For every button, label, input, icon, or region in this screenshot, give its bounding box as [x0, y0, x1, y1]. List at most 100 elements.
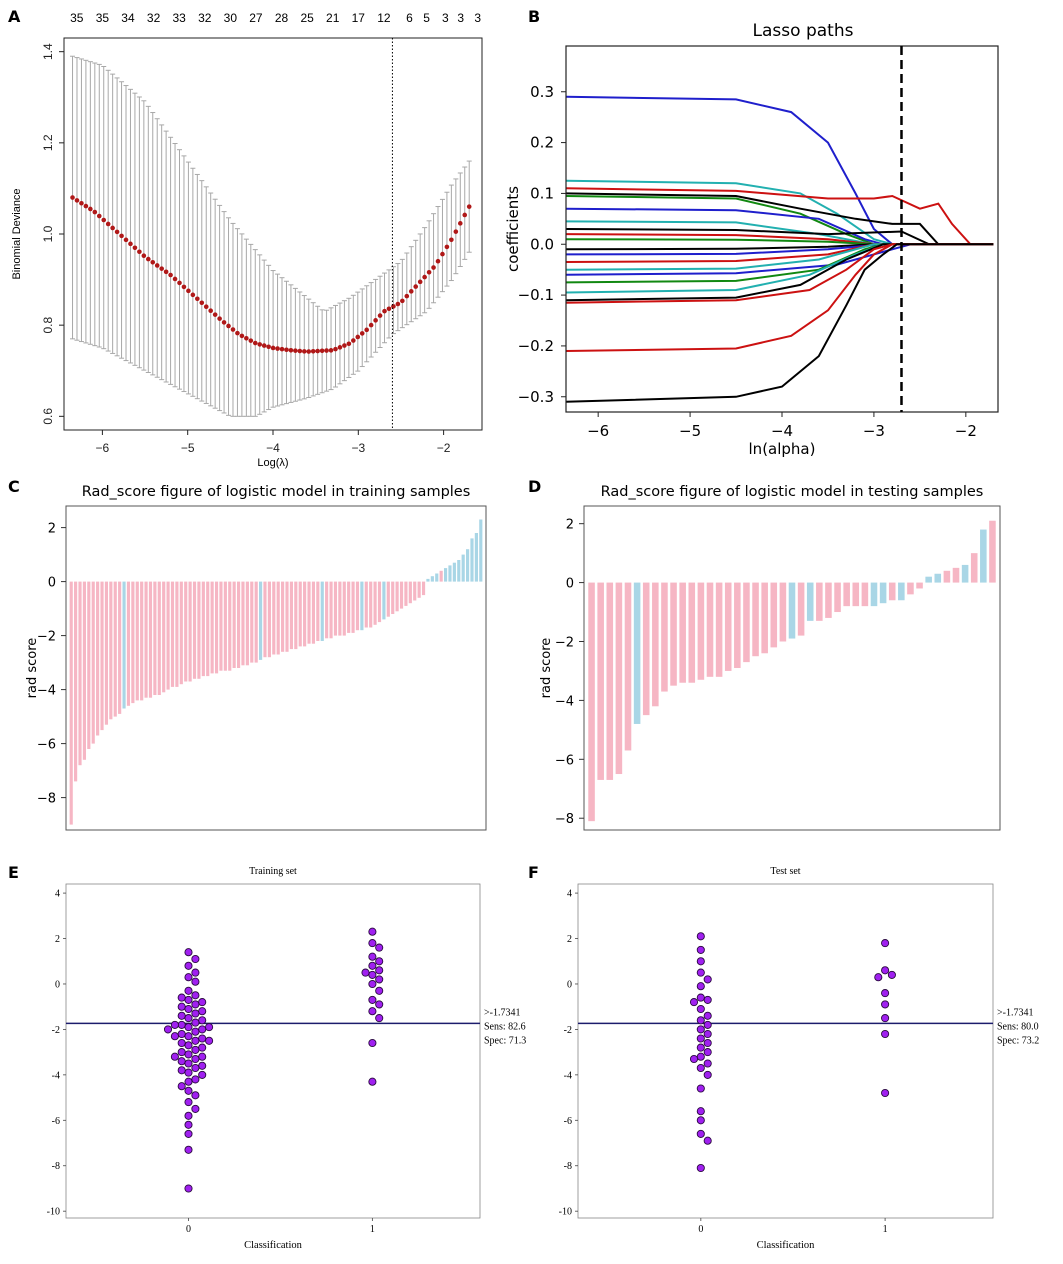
score-dot	[184, 1098, 193, 1107]
y-tick-label: 2	[48, 522, 56, 537]
y-tick-label: -8	[52, 1161, 60, 1172]
rad-score-bar	[316, 581, 320, 641]
coefficient-path	[565, 243, 994, 352]
deviance-point	[252, 340, 258, 346]
deviance-point	[466, 204, 472, 209]
score-dot	[703, 1029, 712, 1039]
top-variable-count: 33	[172, 11, 186, 25]
score-dot	[375, 943, 384, 952]
score-dot	[184, 1129, 193, 1138]
top-variable-count: 35	[70, 11, 84, 25]
coefficient-path	[565, 243, 994, 403]
top-variable-count: 17	[352, 11, 366, 25]
rad-score-bar	[761, 582, 768, 654]
deviance-point	[101, 217, 107, 223]
rad-score-bar	[250, 581, 254, 663]
score-dot	[184, 1145, 193, 1154]
y-tick-label: −2	[555, 635, 574, 650]
y-tick-label: 2	[567, 934, 572, 945]
rad-score-bar	[311, 581, 316, 644]
rad-score-bar	[210, 581, 214, 674]
y-tick-label: -4	[52, 1070, 60, 1081]
score-dot	[375, 986, 384, 995]
rad-score-bar	[245, 581, 249, 666]
deviance-point	[462, 212, 468, 218]
score-dot	[881, 939, 890, 948]
rad-score-bar	[96, 581, 100, 736]
score-dot	[191, 1027, 200, 1036]
rad-score-bar	[470, 538, 474, 582]
rad-score-bar	[223, 581, 227, 671]
rad-score-bar	[232, 581, 236, 668]
chart-title: Training set	[249, 866, 297, 877]
rad-score-bar	[788, 582, 796, 639]
rad-score-bar	[166, 581, 170, 690]
rad-score-bar	[126, 581, 131, 706]
rad-score-bar	[153, 581, 157, 695]
deviance-point	[342, 343, 347, 348]
rad-score-bar	[303, 581, 307, 647]
rad-score-bar	[369, 581, 373, 628]
score-dot	[696, 1116, 705, 1125]
score-dot	[191, 1009, 200, 1018]
score-dot	[368, 970, 377, 979]
score-dot	[184, 986, 193, 995]
rad-score-bar	[148, 581, 153, 698]
rad-score-bar	[779, 582, 787, 642]
panel-b-lasso-paths-plot: −6 −5 −4 −3 −2 −0.3 −0.2 −0.1 0.0 0.1 0.2 0.3 Lasso …	[504, 21, 999, 458]
rad-score-bar	[743, 582, 750, 663]
score-dot	[191, 1104, 200, 1113]
deviance-point	[203, 304, 209, 310]
score-dot	[177, 1048, 186, 1057]
rad-score-bar	[69, 581, 73, 825]
rad-score-bar	[188, 581, 192, 682]
top-variable-count: 12	[377, 11, 391, 25]
deviance-point	[284, 347, 289, 353]
score-dot	[375, 975, 384, 984]
deviance-point	[96, 213, 102, 219]
deviance-point	[132, 245, 138, 251]
score-dot	[881, 966, 890, 975]
top-variable-count: 28	[275, 11, 289, 25]
rad-score-bar	[267, 581, 271, 658]
deviance-point	[168, 272, 173, 278]
score-dot	[191, 1063, 200, 1073]
rad-score-bar	[426, 578, 430, 582]
deviance-point	[137, 249, 142, 255]
y-tick-label: 0.8	[41, 316, 55, 333]
score-dot	[184, 1111, 193, 1120]
score-dot	[703, 1070, 712, 1079]
y-tick-label: 1.2	[41, 134, 55, 151]
score-dot	[375, 1000, 384, 1009]
rad-score-bar	[78, 581, 82, 766]
deviance-point	[154, 263, 160, 268]
score-dot	[177, 993, 186, 1002]
rad-score-bar	[435, 573, 439, 582]
score-dot	[703, 1136, 712, 1145]
score-dot	[191, 1000, 200, 1009]
rad-score-bar	[952, 567, 960, 583]
y-tick-label: 0.6	[41, 408, 55, 425]
plot-frame	[65, 883, 481, 1219]
rad-score-bar	[588, 582, 595, 822]
coefficient-path	[565, 187, 994, 246]
rad-score-bar	[272, 581, 276, 655]
rad-score-bar	[697, 582, 705, 680]
deviance-point	[199, 300, 205, 306]
deviance-point	[382, 308, 387, 314]
top-variable-count: 32	[147, 11, 161, 25]
rad-score-bar	[724, 582, 732, 671]
deviance-point	[359, 331, 365, 336]
deviance-point	[400, 298, 405, 304]
rad-score-bar	[206, 581, 210, 677]
deviance-point	[141, 253, 147, 259]
rad-score-bar	[597, 582, 604, 780]
score-dot	[696, 957, 705, 966]
x-tick-label: −6	[96, 441, 110, 455]
rad-score-bar	[157, 581, 161, 695]
deviance-point	[239, 333, 245, 339]
rad-score-bar	[118, 581, 122, 714]
rad-score-bar	[347, 581, 351, 633]
deviance-point	[297, 348, 303, 354]
score-dot	[205, 1036, 214, 1045]
